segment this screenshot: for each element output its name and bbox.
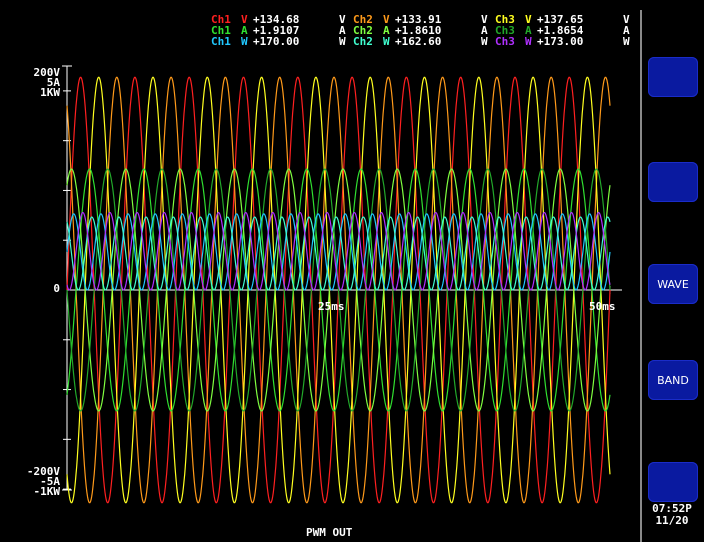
readout-value: +1.9107 xyxy=(253,24,300,37)
trace-ch1-a xyxy=(66,168,611,412)
readout-unit: W xyxy=(623,35,630,48)
readout-quantity: V xyxy=(383,13,390,26)
y-zero-label: 0 xyxy=(53,282,60,295)
readout-unit: A xyxy=(339,24,346,37)
readout-unit: A xyxy=(623,24,630,37)
clock-time: 07:52P xyxy=(652,502,692,515)
readout-channel: Ch1 xyxy=(211,13,231,26)
readout-unit: A xyxy=(481,24,488,37)
trace-ch1-w xyxy=(66,213,611,291)
readout-unit: V xyxy=(339,13,346,26)
x-end-label: 50ms xyxy=(589,300,616,313)
trace-ch3-w xyxy=(66,211,611,291)
readout-cell: Ch2 W +162.60 W xyxy=(353,36,495,47)
readout-value: +173.00 xyxy=(537,35,584,48)
y-top-watt-label: 1KW xyxy=(40,86,60,99)
clock: 07:52P 11/20 xyxy=(642,503,702,527)
readout-unit: W xyxy=(481,35,488,48)
readout-cell: Ch1 A +1.9107 A xyxy=(211,25,353,36)
readout-quantity: V xyxy=(241,13,248,26)
readout-quantity: W xyxy=(383,35,390,48)
y-bottom-amp-label: -5A xyxy=(40,475,60,488)
trace-ch3-a xyxy=(66,168,611,412)
softkey-panel: WAVE BAND 07:52P 11/20 xyxy=(640,10,702,542)
readout-cell: Ch3 A +1.8654 A xyxy=(495,25,637,36)
readout-channel: Ch2 xyxy=(353,35,373,48)
readout-value: +1.8654 xyxy=(537,24,584,37)
band-softkey[interactable]: BAND xyxy=(648,360,698,400)
softkey-5[interactable] xyxy=(648,462,698,502)
readout-unit: W xyxy=(339,35,346,48)
softkey-2[interactable] xyxy=(648,162,698,202)
readout-channel: Ch1 xyxy=(211,35,231,48)
trace-ch2-w xyxy=(66,216,611,291)
readout-unit: V xyxy=(481,13,488,26)
clock-date: 11/20 xyxy=(655,514,689,527)
y-top-amp-label: 5A xyxy=(46,76,60,89)
readout-row: Ch1 W +170.00 W Ch2 W +162.60 W Ch3 W +173.00 W xyxy=(211,36,637,47)
readout-channel: Ch2 xyxy=(353,24,373,37)
readout-value: +1.8610 xyxy=(395,24,442,37)
readout-cell: Ch2 A +1.8610 A xyxy=(353,25,495,36)
readout-cell: Ch1 V +134.68 V xyxy=(211,14,353,25)
readout-channel: Ch3 xyxy=(495,24,515,37)
readout-cell: Ch2 V +133.91 V xyxy=(353,14,495,25)
softkey-1[interactable] xyxy=(648,57,698,97)
readout-quantity: A xyxy=(241,24,248,37)
readout-channel: Ch3 xyxy=(495,13,515,26)
readout-value: +170.00 xyxy=(253,35,300,48)
measurement-readouts: Ch1 V +134.68 V Ch2 V +133.91 V Ch3 V +137.65 V Ch1 A… xyxy=(211,14,637,47)
readout-quantity: W xyxy=(241,35,248,48)
readout-cell: Ch3 V +137.65 V xyxy=(495,14,637,25)
readout-row: Ch1 A +1.9107 A Ch2 A +1.8610 A Ch3 A +1.8654 A xyxy=(211,25,637,36)
y-bottom-volt-label: -200V xyxy=(26,465,60,478)
readout-quantity: V xyxy=(525,13,532,26)
trace-ch2-a xyxy=(66,168,611,412)
readout-cell: Ch1 W +170.00 W xyxy=(211,36,353,47)
readout-value: +162.60 xyxy=(395,35,442,48)
readout-quantity: A xyxy=(525,24,532,37)
readout-value: +134.68 xyxy=(253,13,300,26)
waveform-plot xyxy=(62,65,622,504)
status-label: PWM OUT xyxy=(306,526,353,539)
readout-value: +133.91 xyxy=(395,13,442,26)
x-mid-label: 25ms xyxy=(318,300,345,313)
y-top-volt-label: 200V xyxy=(33,66,61,79)
wave-softkey[interactable]: WAVE xyxy=(648,264,698,304)
waveform-traces xyxy=(66,76,611,504)
readout-row: Ch1 V +134.68 V Ch2 V +133.91 V Ch3 V +137.65 V xyxy=(211,14,637,25)
readout-channel: Ch1 xyxy=(211,24,231,37)
readout-unit: V xyxy=(623,13,630,26)
readout-value: +137.65 xyxy=(537,13,584,26)
y-bottom-watt-label: -1KW xyxy=(33,485,61,498)
readout-channel: Ch3 xyxy=(495,35,515,48)
readout-quantity: A xyxy=(383,24,390,37)
readout-channel: Ch2 xyxy=(353,13,373,26)
readout-cell: Ch3 W +173.00 W xyxy=(495,36,637,47)
readout-quantity: W xyxy=(525,35,532,48)
